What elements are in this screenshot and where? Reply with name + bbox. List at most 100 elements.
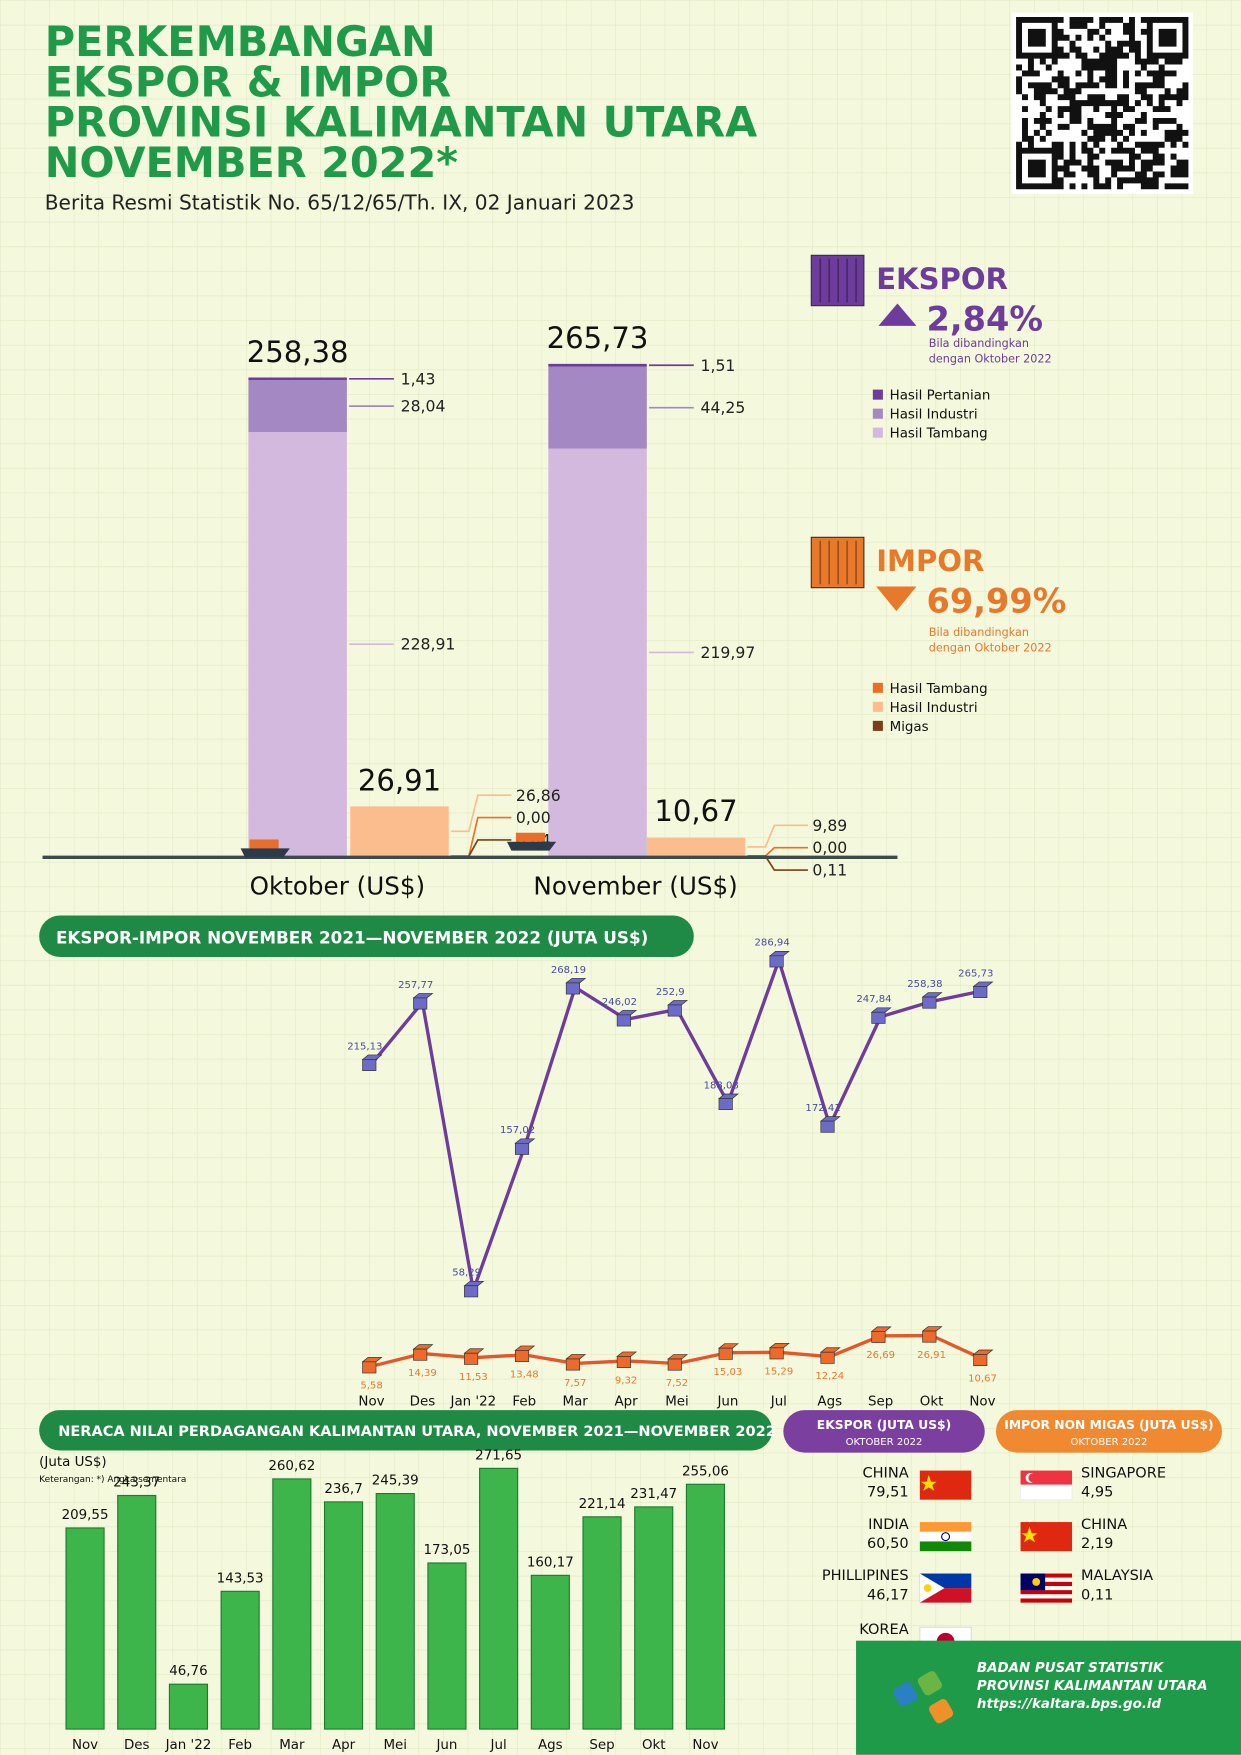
container-stack <box>515 832 545 842</box>
x-tick-label: Des <box>410 1395 436 1410</box>
flag-stripe <box>1020 1594 1073 1599</box>
legend-label: Migas <box>890 720 929 735</box>
note: Keterangan: *) Angka sementara <box>39 1475 186 1485</box>
change-note: Bila dibandingkan <box>929 626 1029 639</box>
bar-segment <box>646 837 746 857</box>
segment-label: 9,89 <box>812 816 847 835</box>
bar <box>427 1562 467 1730</box>
flag-stripe <box>919 1531 972 1542</box>
x-tick-label: Feb <box>228 1738 252 1753</box>
line-marker <box>769 1347 784 1360</box>
x-tick-label: Jul <box>490 1738 507 1753</box>
x-tick-label: Nov <box>358 1395 384 1410</box>
bar-value-label: 143,53 <box>217 1571 264 1586</box>
x-tick-label: Apr <box>332 1738 356 1753</box>
leader-line <box>747 824 808 848</box>
flag-stripe <box>1020 1598 1073 1603</box>
x-tick-label: Nov <box>692 1738 718 1753</box>
partner-title: EKSPOR (JUTA US$) <box>817 1418 951 1432</box>
bar-value-label: 221,14 <box>579 1497 626 1512</box>
line-marker <box>616 1356 631 1368</box>
country-value: 79,51 <box>867 1484 909 1500</box>
partner-pill <box>995 1410 1222 1453</box>
x-tick-label: Sep <box>589 1738 614 1753</box>
line-marker <box>667 1004 682 1017</box>
x-category-label: November (US$) <box>533 871 737 900</box>
bar-total-label: 10,67 <box>654 794 737 828</box>
bar <box>634 1506 674 1730</box>
line-marker <box>922 1330 937 1343</box>
x-tick-label: Ags <box>538 1738 563 1753</box>
point-label: 252,9 <box>656 987 685 998</box>
flag-star <box>920 1475 937 1491</box>
segment-label: 26,86 <box>516 786 561 805</box>
legend-swatch <box>872 408 883 419</box>
bar-value-label: 160,17 <box>527 1555 574 1570</box>
partner-subtitle: OKTOBER 2022 <box>846 1437 923 1448</box>
point-label: 7,52 <box>666 1378 688 1389</box>
x-tick-label: Sep <box>868 1395 893 1410</box>
container-icon <box>810 536 865 589</box>
segment-label: 0,11 <box>812 861 847 880</box>
country-value: 0,11 <box>1081 1587 1113 1603</box>
line-marker <box>973 1354 988 1367</box>
line-marker <box>514 1350 530 1362</box>
ship <box>506 841 557 851</box>
bar <box>479 1467 519 1730</box>
point-label: 246,02 <box>602 997 637 1008</box>
change-note: Bila dibandingkan <box>929 337 1029 350</box>
segment-label: 44,25 <box>701 398 746 417</box>
bar-chart-title: NERACA NILAI PERDAGANGAN KALIMANTAN UTAR… <box>58 1424 776 1440</box>
bar-segment <box>248 380 347 433</box>
line-marker <box>718 1347 733 1360</box>
point-label: 15,29 <box>764 1367 793 1378</box>
bar-segment <box>248 377 347 381</box>
bar-value-label: 209,55 <box>62 1508 109 1523</box>
title-line: PROVINSI KALIMANTAN UTARA <box>45 99 757 147</box>
x-tick-label: Ags <box>817 1395 842 1410</box>
country-value: 2,19 <box>1081 1536 1113 1552</box>
bar <box>582 1516 622 1730</box>
bar-value-label: 271,65 <box>475 1448 522 1463</box>
line-marker <box>362 1361 377 1374</box>
point-label: 10,67 <box>968 1373 997 1384</box>
point-label: 257,77 <box>398 980 433 991</box>
bar-segment <box>548 366 647 449</box>
line-chart-title: EKSPOR-IMPOR NOVEMBER 2021—NOVEMBER 2022… <box>56 928 648 948</box>
partner-title: IMPOR NON MIGAS (JUTA US$) <box>1004 1418 1213 1432</box>
point-label: 9,32 <box>615 1375 637 1386</box>
point-label: 12,24 <box>815 1371 844 1382</box>
segment-label: 0,00 <box>516 808 551 827</box>
title-line: EKSPOR & IMPOR <box>45 58 452 106</box>
legend-swatch <box>872 701 883 712</box>
x-tick-label: Jan '22 <box>450 1395 497 1410</box>
flag-stripe <box>919 1522 972 1532</box>
line-marker <box>514 1142 530 1155</box>
point-label: 172,41 <box>805 1103 840 1114</box>
country-value: 60,50 <box>867 1536 909 1552</box>
footer-region: PROVINSI KALIMANTAN UTARA <box>977 1679 1208 1694</box>
bar-value-label: 46,76 <box>169 1664 207 1679</box>
flag-stripe <box>1020 1577 1073 1582</box>
subtitle: Berita Resmi Statistik No. 65/12/65/Th. … <box>45 190 635 214</box>
x-tick-label: Mei <box>383 1738 407 1753</box>
footer-org: BADAN PUSAT STATISTIK <box>977 1661 1165 1676</box>
flag-sun <box>923 1584 932 1592</box>
line-marker <box>616 1014 631 1027</box>
bar <box>323 1501 364 1730</box>
bar-segment <box>350 806 449 857</box>
point-label: 265,73 <box>958 968 993 979</box>
flag-triangle <box>919 1573 945 1603</box>
x-tick-label: Mar <box>279 1738 305 1753</box>
bar-value-label: 173,05 <box>423 1543 470 1558</box>
x-tick-label: Apr <box>614 1395 638 1410</box>
point-label: 286,94 <box>755 938 790 949</box>
flag-star <box>1021 1526 1038 1543</box>
x-tick-label: Mar <box>563 1395 589 1410</box>
legend-swatch <box>872 720 883 731</box>
segment-label: 1,43 <box>401 369 436 388</box>
point-label: 157,02 <box>500 1125 535 1136</box>
bar-total-label: 265,73 <box>547 321 649 355</box>
legend-label: Hasil Tambang <box>890 682 988 697</box>
country-name: SINGAPORE <box>1081 1465 1166 1481</box>
